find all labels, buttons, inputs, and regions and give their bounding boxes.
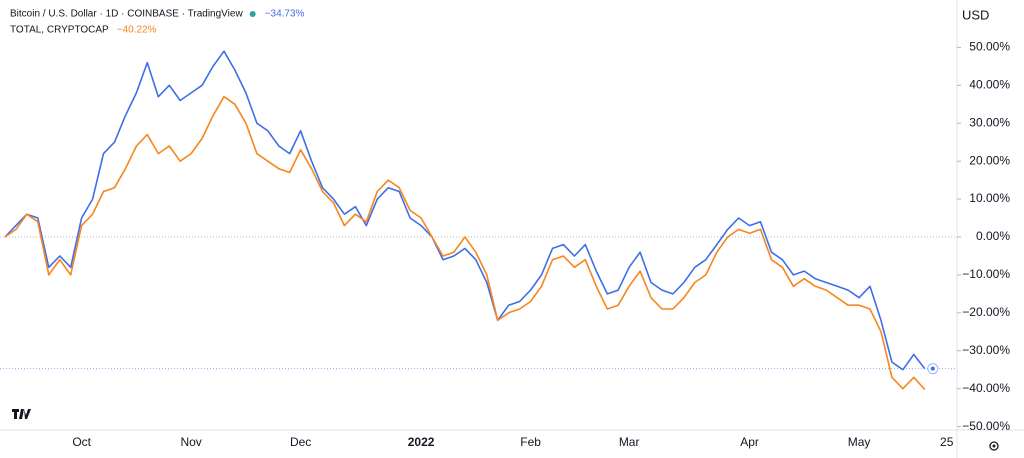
settings-gear[interactable]: [989, 441, 999, 451]
legend-value: −40.22%: [117, 25, 157, 36]
series-line: [4, 50, 926, 371]
y-tick-label: −40.00%: [962, 381, 1010, 395]
y-tick-label: −10.00%: [962, 267, 1010, 281]
x-tick-label: 25: [940, 435, 954, 449]
legend-value: −34.73%: [265, 9, 305, 20]
y-tick-label: −30.00%: [962, 343, 1010, 357]
y-tick-label: 20.00%: [969, 153, 1010, 167]
x-tick-label: Feb: [520, 435, 541, 449]
y-tick-label: 30.00%: [969, 115, 1010, 129]
legend-label: TOTAL, CRYPTOCAP: [10, 25, 109, 36]
last-value-dot: [930, 366, 935, 371]
y-axis-label: USD: [962, 7, 989, 22]
y-tick-label: 40.00%: [969, 77, 1010, 91]
tradingview-logo: [9, 404, 31, 424]
y-tick-label: 0.00%: [976, 229, 1010, 243]
x-tick-label: Nov: [180, 435, 201, 449]
x-tick-label: Apr: [740, 435, 759, 449]
x-tick-label: Mar: [619, 435, 640, 449]
x-tick-label: Oct: [72, 435, 91, 449]
x-tick-label: Dec: [290, 435, 311, 449]
legend-label: Bitcoin / U.S. Dollar · 1D · COINBASE · …: [10, 9, 243, 20]
x-tick-label: May: [848, 435, 871, 449]
series-line: [4, 95, 926, 391]
y-tick-label: −20.00%: [962, 305, 1010, 319]
y-tick-label: 50.00%: [969, 40, 1010, 54]
y-tick-label: 10.00%: [969, 191, 1010, 205]
legend-status-dot: [249, 11, 256, 17]
x-tick-label: 2022: [408, 435, 435, 449]
y-tick-label: −50.00%: [962, 419, 1010, 433]
